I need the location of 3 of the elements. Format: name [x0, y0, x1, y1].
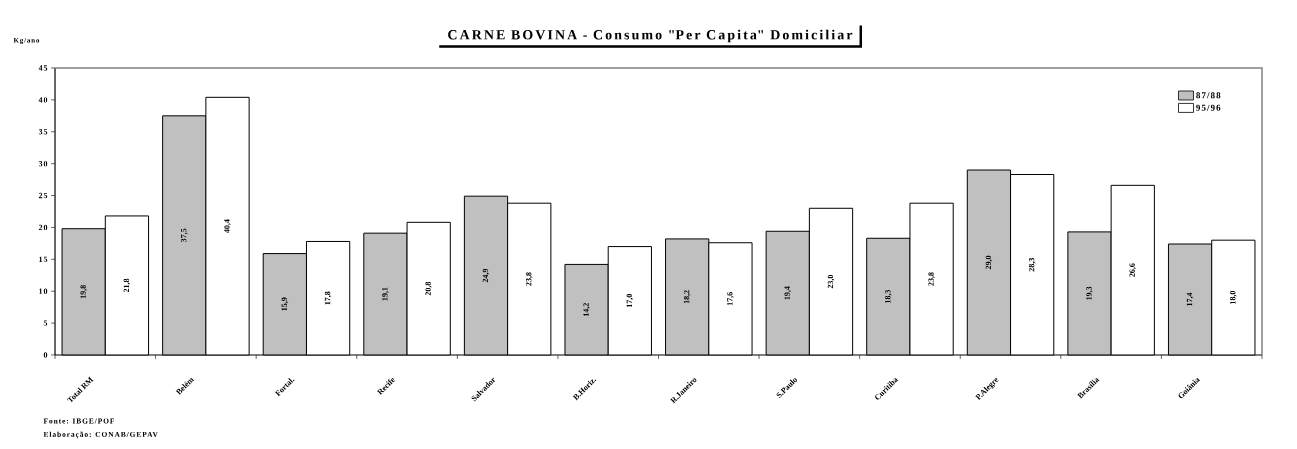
legend-label: 87/88 — [1196, 92, 1221, 99]
chart-title: CARNE BOVINA - Consumo "Per Capita" Domiciliar — [448, 29, 853, 43]
legend-label: 95/96 — [1196, 104, 1221, 111]
